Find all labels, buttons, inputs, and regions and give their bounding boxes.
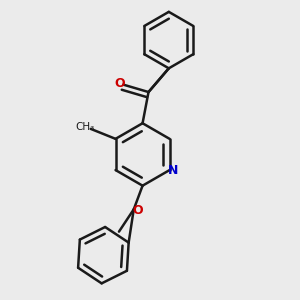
Text: N: N: [168, 164, 178, 177]
Text: O: O: [114, 76, 125, 90]
Text: O: O: [132, 204, 142, 217]
Text: CH₃: CH₃: [76, 122, 95, 132]
